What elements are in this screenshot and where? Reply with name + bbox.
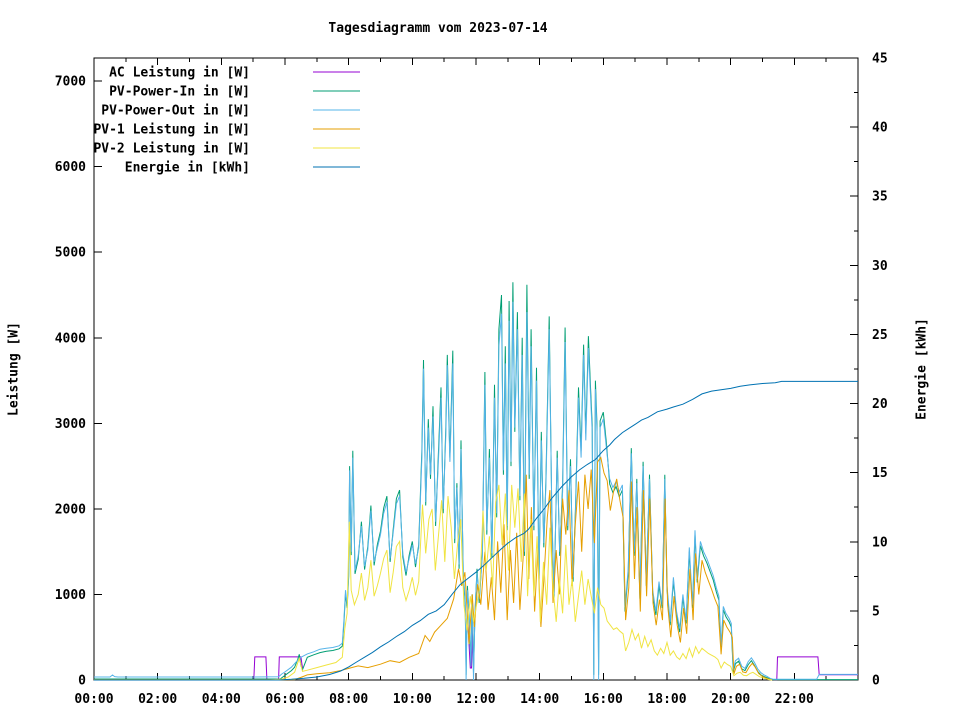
right-axis-title: Energie [kWh] <box>914 318 930 420</box>
y2-tick-label: 0 <box>872 674 880 689</box>
y2-tick-label: 35 <box>872 190 888 205</box>
x-tick-label: 08:00 <box>329 692 368 707</box>
legend-label-ac: AC Leistung in [W] <box>109 66 250 81</box>
y2-tick-label: 45 <box>872 52 888 67</box>
series-pv_out-line <box>94 301 858 681</box>
y-tick-label: 7000 <box>55 75 86 90</box>
legend-label-energy: Energie in [kWh] <box>125 161 250 176</box>
chart-title: Tagesdiagramm vom 2023-07-14 <box>328 21 548 36</box>
x-tick-label: 02:00 <box>138 692 177 707</box>
y-tick-label: 0 <box>78 674 86 689</box>
x-tick-label: 14:00 <box>520 692 559 707</box>
y2-tick-label: 15 <box>872 466 888 481</box>
series-pv2-line <box>94 484 773 681</box>
legend-label-pv1: PV-1 Leistung in [W] <box>93 123 250 138</box>
left-axis-title: Leistung [W] <box>6 322 22 416</box>
y2-tick-label: 40 <box>872 121 888 136</box>
legend-label-pv2: PV-2 Leistung in [W] <box>93 142 250 157</box>
series-ac-line <box>773 656 858 681</box>
legend-label-pv_in: PV-Power-In in [W] <box>109 85 250 100</box>
x-tick-label: 18:00 <box>647 692 686 707</box>
x-tick-label: 06:00 <box>265 692 304 707</box>
x-tick-label: 16:00 <box>584 692 623 707</box>
y2-tick-label: 20 <box>872 397 888 412</box>
y2-tick-label: 25 <box>872 328 888 343</box>
y2-tick-label: 10 <box>872 535 888 550</box>
x-tick-label: 04:00 <box>202 692 241 707</box>
series-pv1-line <box>94 456 773 681</box>
y-tick-label: 4000 <box>55 331 86 346</box>
x-tick-label: 20:00 <box>711 692 750 707</box>
y2-tick-label: 5 <box>872 604 880 619</box>
x-tick-label: 12:00 <box>456 692 495 707</box>
x-tick-label: 22:00 <box>775 692 814 707</box>
y-tick-label: 1000 <box>55 588 86 603</box>
y2-tick-label: 30 <box>872 259 888 274</box>
x-tick-label: 00:00 <box>74 692 113 707</box>
y-tick-label: 6000 <box>55 160 86 175</box>
y-tick-label: 5000 <box>55 246 86 261</box>
series-pv_in-line <box>94 282 858 681</box>
x-tick-label: 10:00 <box>393 692 432 707</box>
legend-label-pv_out: PV-Power-Out in [W] <box>101 104 250 119</box>
y-tick-label: 3000 <box>55 417 86 432</box>
series-energy-line <box>94 380 858 681</box>
y-tick-label: 2000 <box>55 502 86 517</box>
